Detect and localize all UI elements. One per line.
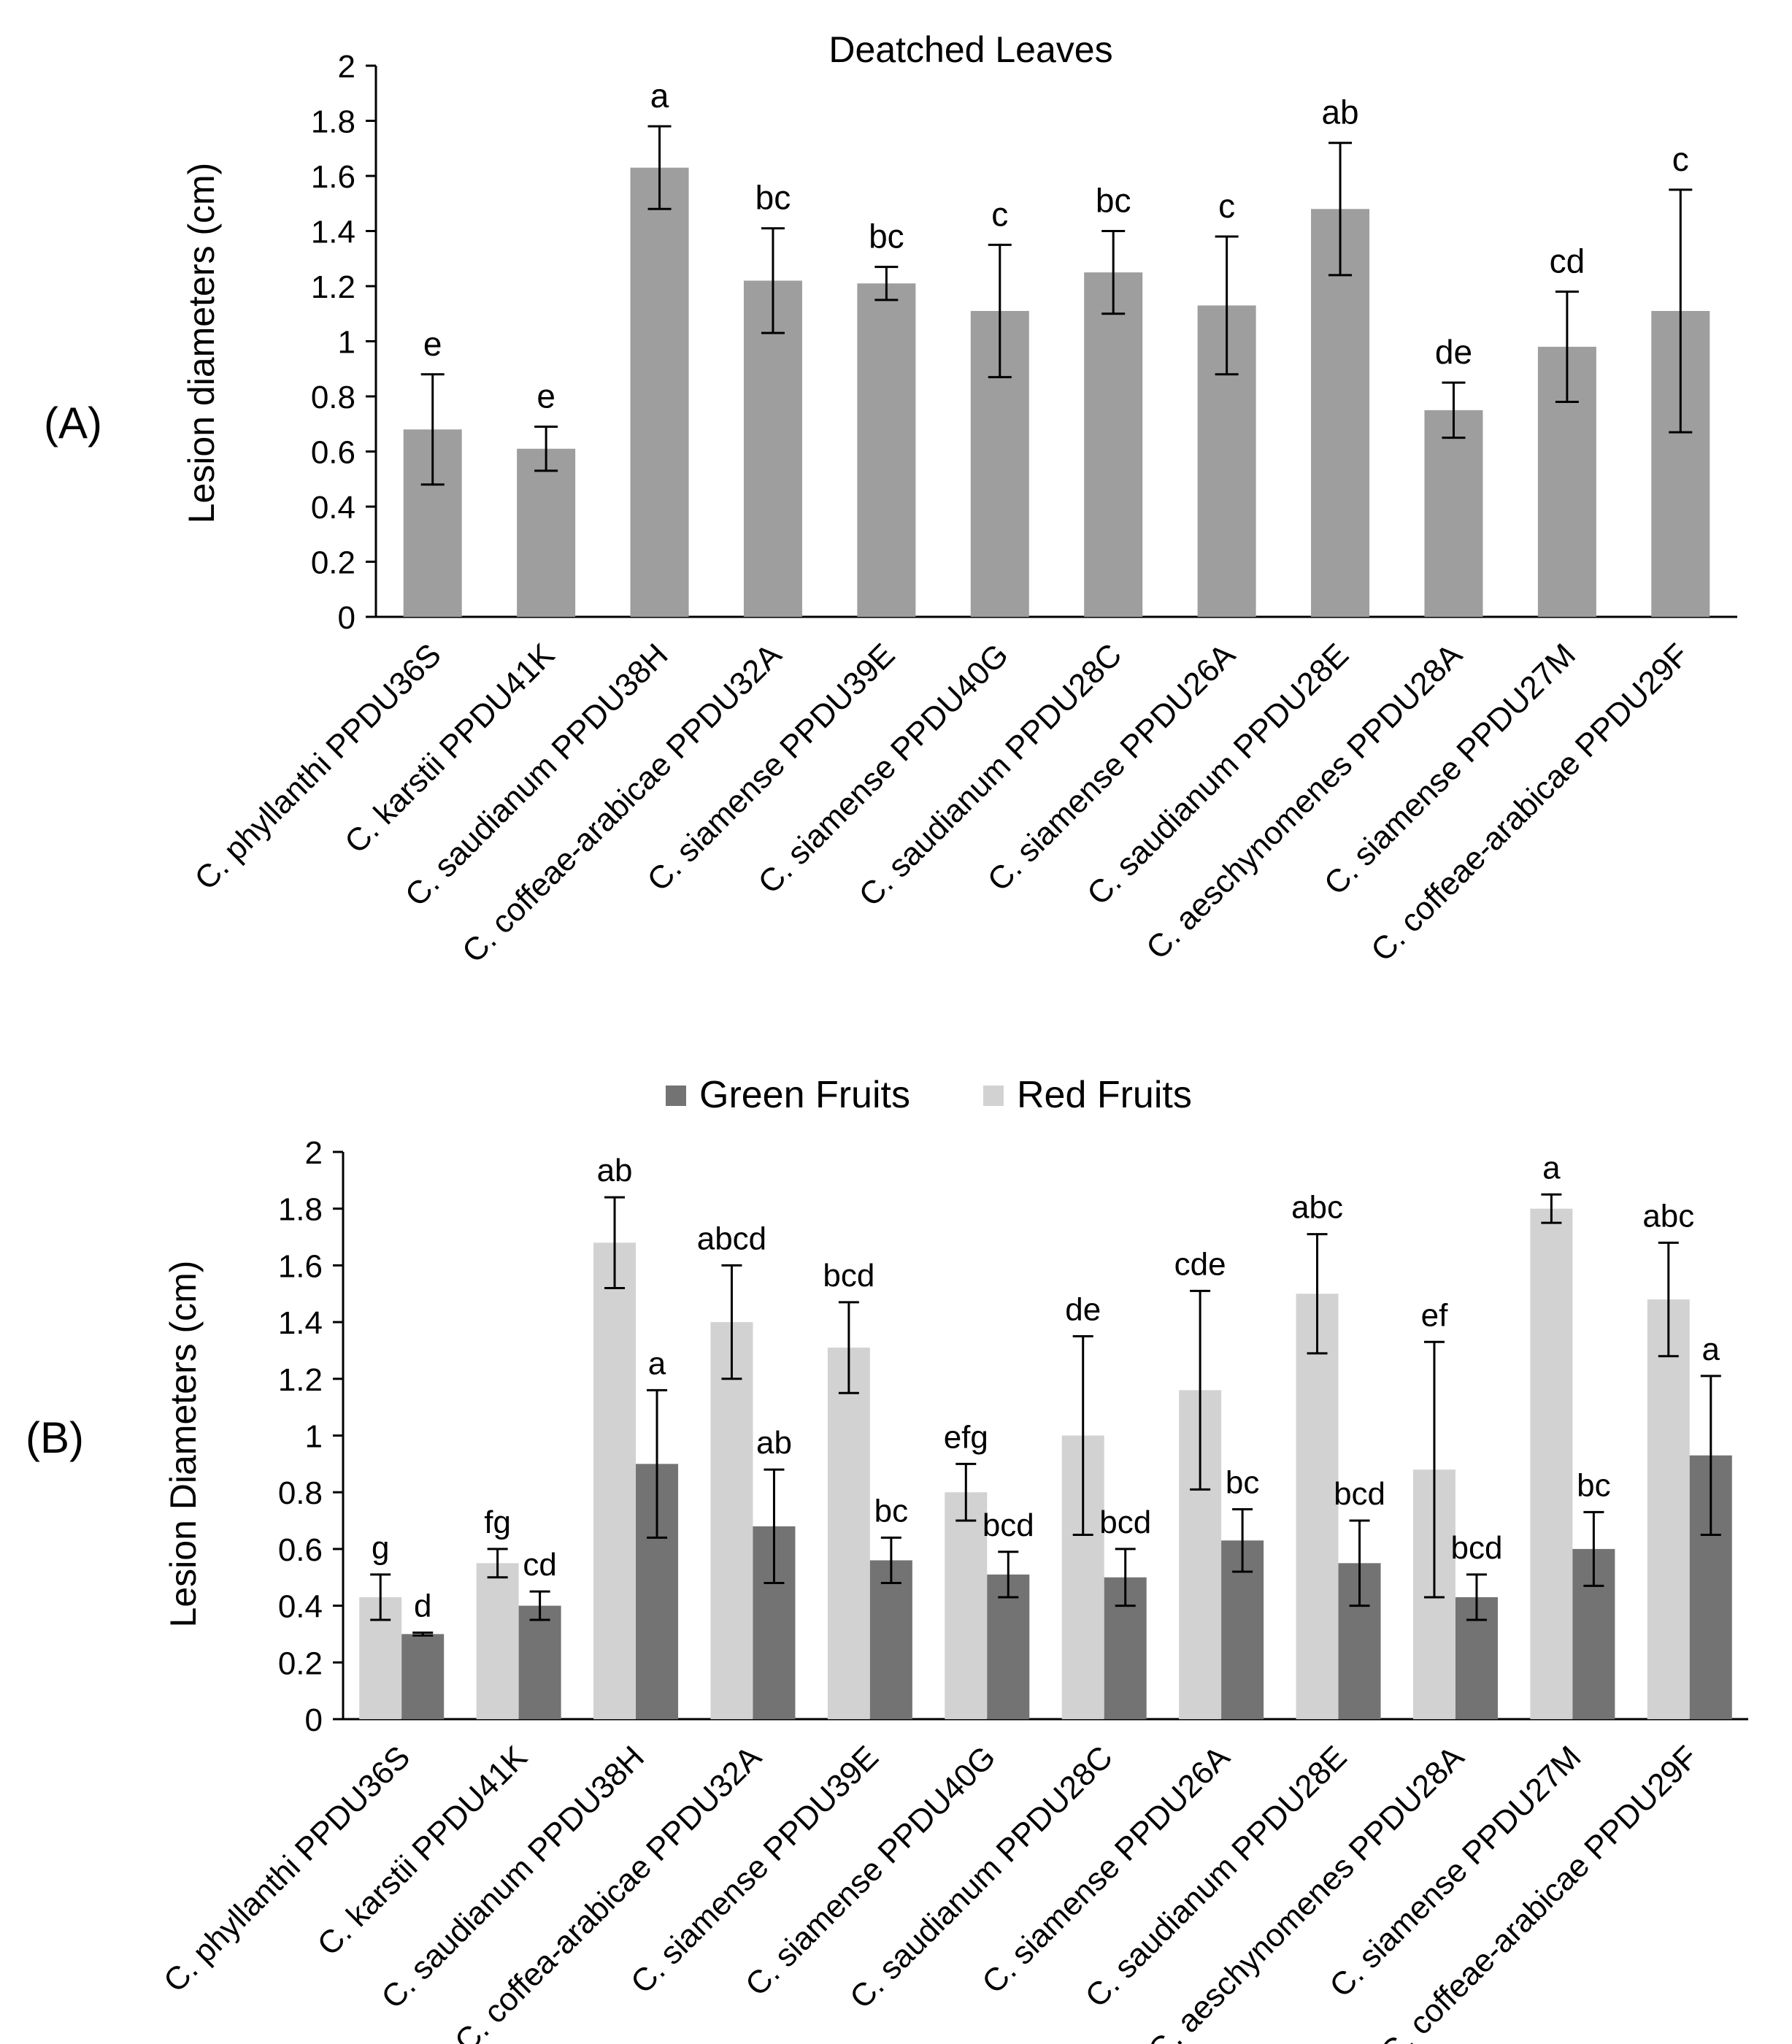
letter-leaves-4: bc [869,218,904,256]
y-tick-label-b-8: 1.6 [278,1248,323,1284]
y-tick-label-a-6: 1.2 [311,269,355,305]
panel-a: (A) Deatched Leaves Lesion diameters (cm… [44,29,1737,969]
y-tick-label-b-3: 0.6 [278,1532,323,1568]
letter-red-fruits-6: de [1065,1292,1101,1328]
x-tick-label-a-1: C. karstii PPDU41K [338,637,561,860]
y-tick-label-b-10: 2 [305,1135,323,1171]
legend-label-green-fruits: Green Fruits [699,1074,910,1116]
y-tick-label-b-6: 1.2 [278,1362,323,1398]
letter-green-fruits-8: bcd [1334,1476,1385,1512]
y-tick-label-b-2: 0.4 [278,1589,323,1625]
bar-leaves-6 [1084,272,1143,617]
panel-b: (B) Lesion Diameters (cm) Green Fruits R… [26,1074,1748,2044]
letter-red-fruits-9: ef [1421,1297,1448,1333]
bar-green-fruits-5 [987,1574,1030,1719]
bar-leaves-3 [743,280,802,617]
legend-swatch-green-fruits [666,1086,686,1106]
y-tick-label-b-0: 0 [305,1702,323,1738]
letter-red-fruits-4: bcd [823,1258,874,1294]
y-tick-label-a-8: 1.6 [311,159,355,195]
y-tick-label-a-10: 2 [338,49,355,85]
letter-leaves-2: a [650,77,669,115]
y-tick-label-b-5: 1 [305,1419,323,1455]
letter-green-fruits-5: bcd [982,1507,1034,1543]
bar-red-fruits-4 [827,1348,870,1719]
bar-red-fruits-8 [1296,1294,1339,1719]
panel-label-a: (A) [44,399,102,447]
letter-leaves-7: c [1218,187,1235,225]
letter-green-fruits-11: a [1702,1332,1720,1367]
y-tick-label-b-1: 0.2 [278,1645,323,1681]
letter-green-fruits-1: cd [523,1547,556,1583]
y-axis-label-b: Lesion Diameters (cm) [163,1261,204,1628]
letter-red-fruits-2: ab [597,1153,633,1188]
bar-green-fruits-0 [401,1634,445,1719]
y-tick-label-a-4: 0.8 [311,380,355,415]
bar-red-fruits-1 [476,1563,519,1719]
bar-leaves-4 [857,283,916,617]
letter-green-fruits-3: ab [756,1425,792,1461]
letter-leaves-6: bc [1096,182,1131,220]
bar-leaves-8 [1311,209,1370,617]
letter-red-fruits-10: a [1542,1150,1561,1186]
bar-leaves-9 [1424,410,1483,617]
letter-red-fruits-1: fg [484,1505,511,1540]
y-tick-label-b-7: 1.4 [278,1305,323,1341]
panel-label-b: (B) [26,1413,84,1462]
letter-leaves-0: e [423,325,442,363]
letter-green-fruits-6: bcd [1099,1505,1151,1540]
bar-leaves-2 [630,167,689,618]
letter-leaves-5: c [991,195,1008,233]
letter-leaves-3: bc [755,179,791,217]
legend-label-red-fruits: Red Fruits [1017,1074,1192,1116]
letter-green-fruits-0: d [414,1588,431,1624]
letter-leaves-11: c [1672,140,1689,178]
letter-red-fruits-3: abcd [697,1221,766,1256]
chart-title-a: Deatched Leaves [828,29,1112,70]
y-tick-label-a-3: 0.6 [311,435,355,471]
bar-red-fruits-10 [1530,1208,1573,1719]
letter-green-fruits-9: bcd [1450,1530,1502,1566]
y-tick-label-b-9: 1.8 [278,1192,323,1228]
letter-red-fruits-8: abc [1291,1190,1343,1226]
letter-red-fruits-11: abc [1642,1198,1694,1234]
bar-leaves-1 [517,448,576,617]
letter-leaves-1: e [537,377,555,415]
bar-green-fruits-1 [518,1605,561,1719]
bar-red-fruits-3 [710,1322,753,1719]
letter-leaves-10: cd [1550,242,1585,280]
letter-leaves-9: de [1435,333,1472,371]
plot-area-b: 00.20.40.60.811.21.41.61.82gfgababcdbcde… [157,1135,1748,2044]
y-tick-label-a-1: 0.2 [311,545,355,581]
letter-green-fruits-7: bc [1226,1465,1259,1501]
legend-swatch-red-fruits [983,1086,1004,1106]
bar-green-fruits-4 [869,1560,912,1719]
y-tick-label-a-9: 1.8 [311,104,355,140]
y-tick-label-a-2: 0.4 [311,490,355,526]
bar-red-fruits-5 [945,1492,988,1719]
bar-red-fruits-11 [1647,1299,1690,1719]
y-tick-label-a-7: 1.4 [311,215,355,250]
x-tick-label-b-1: C. karstii PPDU41K [311,1739,534,1962]
letter-red-fruits-5: efg [944,1419,988,1455]
bar-red-fruits-2 [593,1242,637,1719]
letter-red-fruits-7: cde [1174,1246,1226,1282]
y-tick-label-a-0: 0 [338,600,355,636]
letter-green-fruits-4: bc [874,1493,908,1529]
letter-red-fruits-0: g [372,1530,389,1566]
letter-green-fruits-10: bc [1577,1467,1610,1503]
legend-b: Green Fruits Red Fruits [666,1074,1192,1116]
y-axis-label-a: Lesion diameters (cm) [181,163,222,524]
letter-leaves-8: ab [1321,93,1358,131]
y-tick-label-b-4: 0.8 [278,1475,323,1511]
letter-green-fruits-2: a [648,1345,666,1381]
y-tick-label-a-5: 1 [338,325,355,361]
